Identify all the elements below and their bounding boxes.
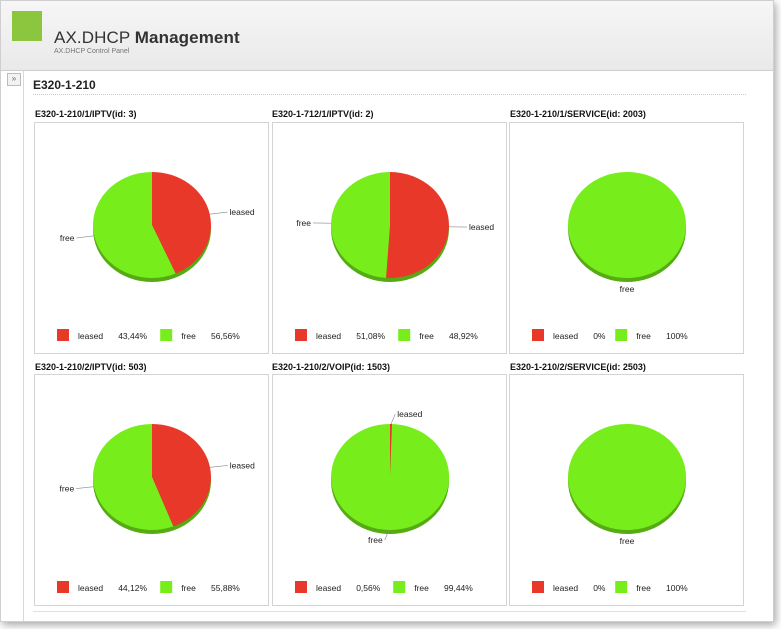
legend-swatch-free [160, 329, 173, 341]
slice-leader-line [76, 486, 95, 489]
legend-swatch-free [615, 581, 628, 593]
legend-label-leased: leased [553, 583, 578, 593]
legend-label-leased: leased [316, 331, 341, 341]
app-subtitle: AX.DHCP Control Panel [54, 48, 130, 55]
legend-swatch-leased [57, 329, 69, 341]
pie-chart: leased free leased 43,44% free 56,56% [57, 172, 255, 341]
legend-value-leased: 51,08% [356, 331, 385, 341]
slice-label-free: free [60, 484, 75, 494]
legend-value-leased: 43,44% [118, 331, 147, 341]
legend-value-free: 56,56% [211, 331, 240, 341]
legend-swatch-leased [295, 581, 307, 593]
slice-leader-line [384, 529, 390, 541]
legend-label-free: free [414, 583, 429, 593]
legend-label-free: free [636, 583, 651, 593]
slice-label-free: free [296, 218, 311, 228]
slice-leader-line [76, 235, 95, 239]
slice-label-leased: leased [469, 222, 494, 232]
pie-slice-leased[interactable] [390, 423, 393, 477]
pie-chart: free leased 0% free 100% [532, 172, 688, 341]
app-title-light: AX.DHCP [54, 28, 130, 47]
app-title-bold: Management [134, 28, 240, 47]
legend-value-leased: 44,12% [118, 583, 147, 593]
legend-label-leased: leased [78, 583, 103, 593]
legend-value-free: 100% [666, 583, 688, 593]
slice-leader-line [209, 211, 228, 215]
legend-label-free: free [181, 331, 196, 341]
legend-swatch-free [615, 329, 628, 341]
pie-chart: leased free leased 51,08% free 48,92% [295, 172, 494, 341]
app-header: AX.DHCP Management AX.DHCP Control Panel [1, 1, 773, 71]
chart-title: E320-1-210/2/VOIP(id: 1503) [272, 362, 391, 372]
section-title: E320-1-210 [33, 78, 96, 92]
legend-value-leased: 0% [593, 331, 606, 341]
pie-chart: leased free leased 44,12% free 55,88% [57, 424, 255, 593]
legend-value-leased: 0,56% [356, 583, 381, 593]
legend-label-free: free [636, 331, 651, 341]
slice-label-free: free [620, 284, 635, 294]
chart-title: E320-1-210/1/SERVICE(id: 2003) [510, 109, 646, 119]
chart-title: E320-1-210/1/IPTV(id: 3) [35, 109, 137, 119]
pie-chart: free leased 0% free 100% [532, 424, 688, 593]
double-chevron-right-icon[interactable]: » [7, 73, 21, 86]
legend-swatch-leased [532, 581, 544, 593]
legend-value-free: 100% [666, 331, 688, 341]
pie-slice-free[interactable] [568, 172, 686, 278]
slice-leader-line [390, 413, 396, 425]
pie-slice-leased[interactable] [152, 172, 212, 274]
legend-swatch-free [393, 581, 406, 593]
legend-value-free: 55,88% [211, 583, 240, 593]
pie-slice-free[interactable] [93, 172, 176, 278]
bottom-divider [33, 611, 746, 612]
pie-slice-free[interactable] [330, 172, 390, 278]
legend-swatch-leased [295, 329, 307, 341]
chart-title: E320-1-210/2/IPTV(id: 503) [35, 362, 147, 372]
legend-label-free: free [181, 583, 196, 593]
chart-panel: leased free leased 51,08% free 48,92% [272, 122, 507, 354]
slice-label-leased: leased [397, 409, 422, 419]
slice-label-leased: leased [230, 207, 255, 217]
legend-label-leased: leased [316, 583, 341, 593]
legend-label-leased: leased [553, 331, 578, 341]
legend-label-free: free [419, 331, 434, 341]
chart-title: E320-1-210/2/SERVICE(id: 2503) [510, 362, 646, 372]
legend-value-free: 48,92% [449, 331, 478, 341]
pie-chart: leased free leased 0,56% free 99,44% [295, 409, 473, 593]
chart-panel: free leased 0% free 100% [509, 374, 744, 606]
legend-swatch-leased [532, 329, 544, 341]
chart-panel: leased free leased 0,56% free 99,44% [272, 374, 507, 606]
pie-slice-free[interactable] [568, 424, 686, 530]
section-divider [33, 94, 746, 95]
chart-panel: free leased 0% free 100% [509, 122, 744, 354]
pie-slice-free[interactable] [331, 424, 450, 530]
legend-label-leased: leased [78, 331, 103, 341]
pie-slice-leased[interactable] [152, 424, 211, 527]
slice-label-free: free [60, 233, 75, 243]
legend-swatch-free [160, 581, 173, 593]
app-title: AX.DHCP Management [54, 28, 240, 48]
pie-slice-free[interactable] [92, 424, 174, 530]
legend-value-free: 99,44% [444, 583, 473, 593]
pie-slice-leased[interactable] [386, 172, 449, 278]
chart-title: E320-1-712/1/IPTV(id: 2) [272, 109, 374, 119]
app-logo [12, 11, 42, 41]
slice-leader-line [209, 465, 228, 468]
sidebar-collapsed [23, 70, 24, 621]
slice-label-free: free [368, 535, 383, 545]
legend-swatch-free [398, 329, 411, 341]
slice-label-leased: leased [230, 460, 255, 470]
legend-value-leased: 0% [593, 583, 606, 593]
chart-panel: leased free leased 43,44% free 56,56% [34, 122, 269, 354]
chart-panel: leased free leased 44,12% free 55,88% [34, 374, 269, 606]
legend-swatch-leased [57, 581, 69, 593]
slice-label-free: free [620, 536, 635, 546]
